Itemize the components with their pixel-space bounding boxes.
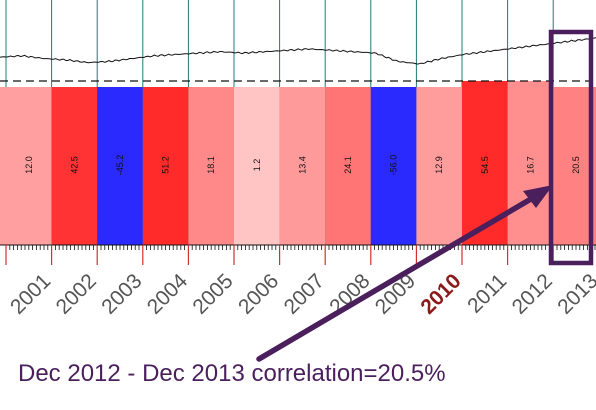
annotation-arrowhead — [523, 185, 553, 208]
year-label-2013: 2013 — [553, 269, 596, 318]
year-label-2007: 2007 — [280, 269, 329, 318]
year-label-2012: 2012 — [508, 269, 557, 318]
bar-edge-fill — [0, 87, 6, 245]
value-label-2008: 24.1 — [343, 156, 353, 174]
bar-2007 — [279, 87, 326, 245]
bar-2012 — [507, 81, 554, 245]
year-label-2010: 2010 — [416, 269, 465, 318]
value-label-2013: 20.5 — [571, 156, 581, 174]
year-label-2005: 2005 — [188, 269, 237, 318]
bar-2006 — [234, 87, 280, 245]
price-line — [0, 37, 596, 65]
annotation-caption: Dec 2012 - Dec 2013 correlation=20.5% — [18, 360, 446, 387]
bar-2008 — [325, 87, 371, 245]
bar-2009 — [370, 87, 417, 245]
highlight-box — [548, 29, 594, 266]
bar-2003 — [97, 87, 143, 245]
value-label-2012: 16.7 — [525, 156, 535, 174]
value-label-2006: 1.2 — [252, 159, 262, 172]
year-label-2004: 2004 — [143, 269, 193, 319]
value-label-2010: 12.9 — [434, 156, 444, 174]
year-label-2011: 2011 — [463, 269, 511, 317]
year-label-2006: 2006 — [234, 269, 283, 318]
bar-2002 — [51, 87, 98, 245]
year-labels: 2001200220032004200520062007200820092010… — [6, 269, 596, 319]
year-label-2003: 2003 — [97, 269, 146, 318]
bar-2005 — [188, 87, 234, 245]
value-label-2001: 12.0 — [24, 156, 34, 174]
axis-ticks — [5, 245, 596, 265]
bar-2001 — [6, 87, 52, 245]
bar-2010 — [416, 87, 462, 245]
value-label-2007: 13.4 — [297, 156, 307, 174]
value-label-2002: 42.5 — [69, 156, 79, 174]
annotation-arrow — [256, 193, 539, 362]
value-label-2009: -56.0 — [389, 155, 399, 176]
value-label-2003: -45.2 — [115, 155, 125, 176]
value-labels: 12.0 42.5 -45.2 51.2 18.1 1.2 13.4 24.1 -56.0 12.… — [24, 155, 581, 176]
value-label-2011: 54.5 — [480, 156, 490, 174]
bar-2004 — [142, 87, 189, 245]
value-label-2004: 51.2 — [161, 156, 171, 174]
year-label-2002: 2002 — [52, 269, 101, 318]
year-label-2001: 2001 — [6, 269, 55, 318]
value-label-2005: 18.1 — [206, 156, 216, 174]
bars — [0, 81, 596, 245]
